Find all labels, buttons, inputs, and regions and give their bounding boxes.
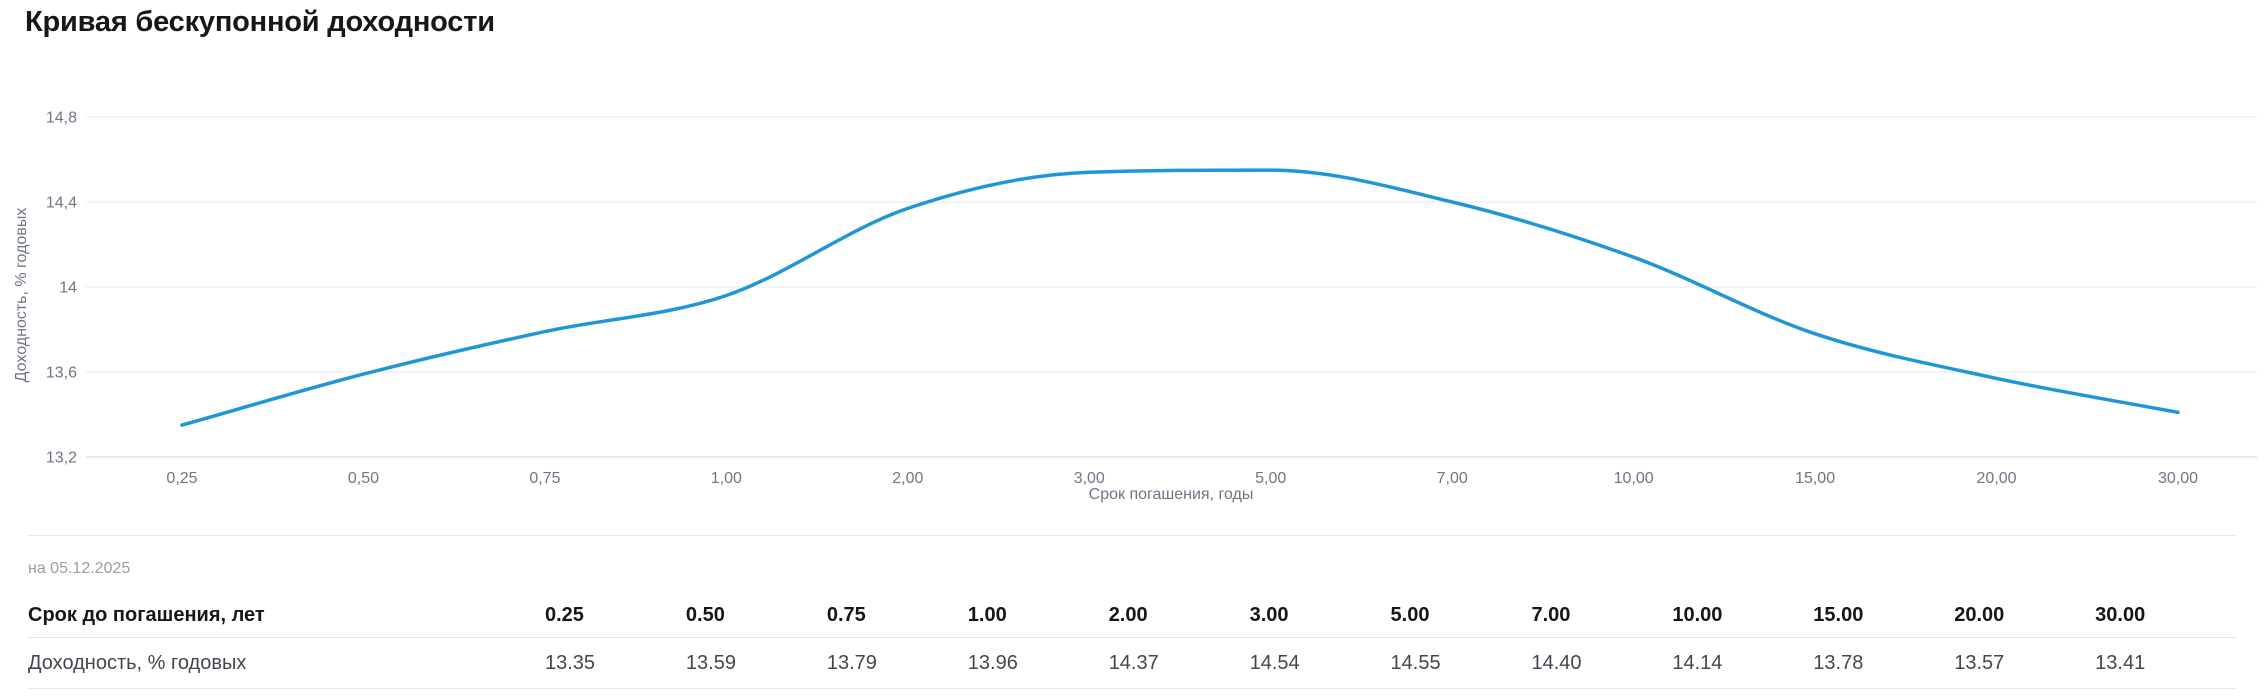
table-cell: 7.00 (1531, 604, 1571, 626)
y-tick-label: 14,8 (46, 110, 77, 127)
table-cell: 2.00 (1108, 604, 1148, 626)
table-cell: 14.14 (1672, 651, 1723, 674)
y-tick-label: 13,2 (46, 450, 77, 467)
table-cell: 13.78 (1813, 651, 1864, 674)
table-cell: 14.37 (1108, 651, 1159, 674)
x-tick-label: 0,25 (166, 470, 197, 487)
x-tick-label: 5,00 (1255, 470, 1286, 487)
x-tick-label: 0,50 (348, 470, 379, 487)
x-tick-label: 20,00 (1977, 470, 2017, 487)
table-cell: 13.35 (545, 651, 596, 674)
x-axis-title: Срок погашения, годы (1088, 486, 1254, 503)
table-cell: 1.00 (967, 604, 1007, 626)
table-cell: 3.00 (1249, 604, 1289, 626)
table-cell: 0.50 (685, 604, 725, 626)
as-of-date: на 05.12.2025 (28, 560, 131, 577)
x-tick-label: 15,00 (1795, 470, 1835, 487)
section-divider (28, 535, 2236, 536)
table-cell: 5.00 (1390, 604, 1430, 626)
table-cell: 20.00 (1954, 604, 2005, 626)
y-tick-label: 14,4 (46, 195, 77, 212)
yield-curve-chart: 13,2 13,6 14 14,4 14,8 0,25 0,50 0,75 1,00 2,00 3,… (0, 70, 2264, 510)
table-cell: 10.00 (1672, 604, 1723, 626)
x-tick-label: 2,00 (892, 470, 923, 487)
x-tick-label: 7,00 (1437, 470, 1468, 487)
x-tick-label: 1,00 (711, 470, 742, 487)
table-cell: 0.75 (826, 604, 866, 626)
x-tick-label: 0,75 (529, 470, 560, 487)
x-tick-label: 3,00 (1074, 470, 1105, 487)
table-cell: 14.55 (1390, 651, 1441, 674)
table-row: Доходность, % годовых 13.35 13.59 13.79 13.9… (28, 638, 2236, 689)
yield-curve-line (180, 168, 2180, 427)
table-cell: 0.25 (545, 604, 584, 626)
x-tick-label: 30,00 (2158, 470, 2198, 487)
table-row: Срок до погашения, лет 0.25 0.50 0.75 1.00 2.… (28, 594, 2236, 638)
table-cell: 13.59 (685, 651, 736, 674)
y-axis-title: Доходность, % годовых (13, 207, 30, 383)
page-title: Кривая бескупонной доходности (25, 6, 495, 38)
table-cell: 13.79 (826, 651, 877, 674)
table-cell: 13.96 (967, 651, 1018, 674)
x-tick-label: 10,00 (1614, 470, 1654, 487)
y-tick-label: 13,6 (46, 365, 77, 382)
maturity-table: Срок до погашения, лет 0.25 0.50 0.75 1.00 2.… (28, 594, 2236, 689)
table-cell: 15.00 (1813, 604, 1864, 626)
y-tick-label: 14 (59, 280, 77, 297)
table-cell: 14.54 (1249, 651, 1300, 674)
table-cell: 13.57 (1954, 651, 2005, 674)
table-cell: 30.00 (2095, 604, 2146, 626)
row-label: Доходность, % годовых (28, 651, 247, 674)
row-label: Срок до погашения, лет (28, 604, 265, 626)
table-cell: 14.40 (1531, 651, 1582, 674)
yield-curve-plot: 13,2 13,6 14 14,4 14,8 0,25 0,50 0,75 1,00 2,00 3,… (46, 110, 2257, 487)
table-cell: 13.41 (2095, 651, 2146, 674)
